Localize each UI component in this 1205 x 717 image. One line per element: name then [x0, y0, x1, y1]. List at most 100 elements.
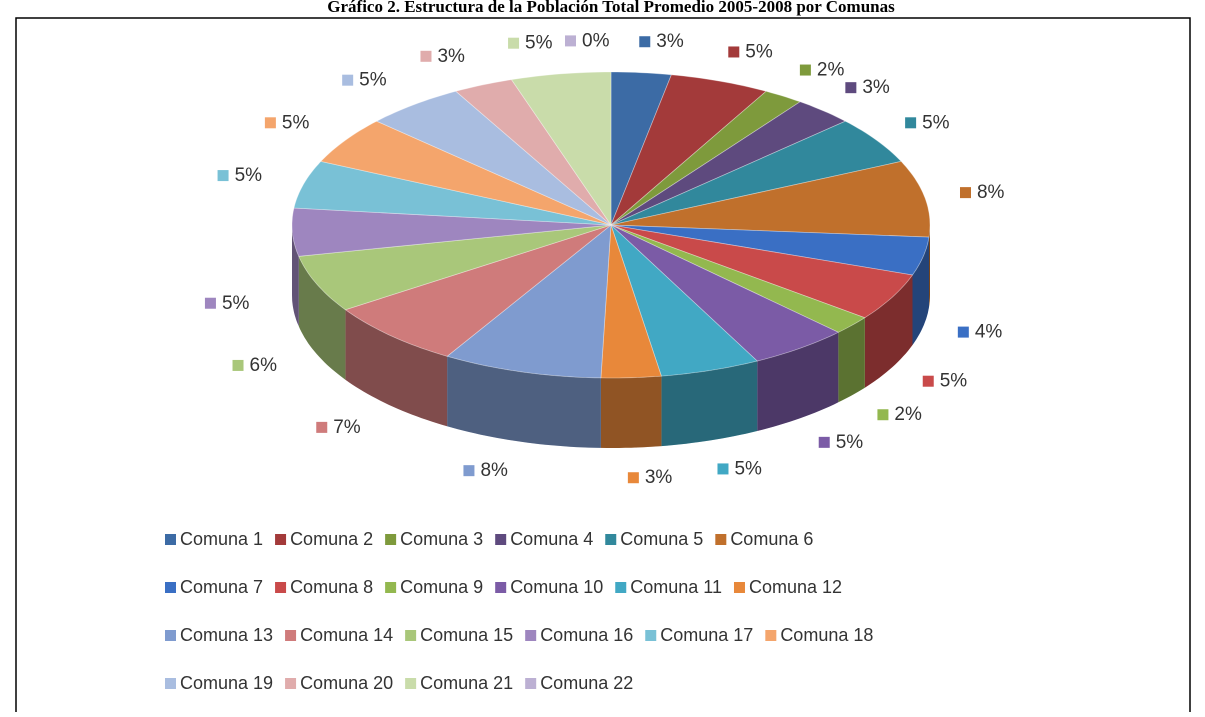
- value-label: 5%: [525, 33, 553, 54]
- legend-label: Comuna 17: [660, 625, 753, 645]
- value-label: 8%: [480, 460, 508, 481]
- slice-side-shade: [661, 361, 758, 447]
- value-label-marker: [818, 436, 830, 448]
- value-label: 5%: [222, 293, 250, 314]
- value-label: 2%: [894, 404, 922, 425]
- legend-label: Comuna 1: [180, 529, 263, 549]
- slice-side: [929, 225, 930, 308]
- legend-marker: [645, 630, 657, 641]
- value-label: 3%: [862, 77, 890, 98]
- value-label: 3%: [437, 46, 465, 67]
- value-label-marker: [905, 117, 917, 129]
- legend-marker: [733, 582, 745, 593]
- value-label: 5%: [282, 112, 310, 133]
- slice-side: [661, 361, 758, 447]
- legend-label: Comuna 6: [730, 529, 813, 549]
- slice-side: [345, 309, 448, 427]
- slice-side: [298, 256, 346, 380]
- slice: [610, 224, 866, 333]
- value-label-marker: [845, 82, 857, 94]
- legend-marker: [165, 630, 176, 641]
- value-label-marker: [627, 472, 639, 484]
- value-label-marker: [565, 35, 576, 47]
- slice-side: [838, 317, 865, 403]
- slice: [610, 224, 914, 319]
- legend-marker: [765, 630, 777, 641]
- value-label: 5%: [359, 70, 387, 91]
- slice-side-shade: [292, 225, 299, 327]
- legend-label: Comuna 12: [749, 577, 842, 597]
- legend-marker: [605, 534, 617, 545]
- value-label: 4%: [975, 322, 1003, 343]
- value-label: 6%: [250, 355, 278, 376]
- legend-label: Comuna 5: [620, 529, 703, 549]
- legend-label: Comuna 18: [780, 625, 873, 645]
- slice-side-shade: [864, 275, 913, 388]
- value-label: 0%: [582, 30, 610, 51]
- value-label-marker: [264, 117, 276, 129]
- value-label-marker: [957, 326, 969, 338]
- legend-marker: [525, 678, 537, 689]
- slice: [293, 160, 612, 226]
- value-label-marker: [342, 74, 354, 86]
- pie-sides: [292, 225, 930, 448]
- legend-label: Comuna 10: [510, 577, 603, 597]
- slice-side-shade: [447, 356, 601, 448]
- slice: [320, 120, 612, 226]
- legend-marker: [495, 534, 507, 545]
- legend-marker: [525, 630, 537, 641]
- value-label-marker: [232, 359, 244, 371]
- legend-label: Comuna 14: [300, 625, 393, 645]
- value-label-marker: [959, 187, 971, 199]
- slice-side-shade: [757, 332, 839, 431]
- slice: [610, 101, 847, 226]
- legend-label: Comuna 9: [400, 577, 483, 597]
- value-label-marker: [316, 421, 328, 433]
- value-label-marker: [799, 64, 811, 76]
- legend-label: Comuna 8: [290, 577, 373, 597]
- legend-marker: [275, 582, 287, 593]
- legend-label: Comuna 20: [300, 673, 393, 693]
- slice: [610, 74, 767, 226]
- legend-marker: [385, 582, 397, 593]
- legend-marker: [165, 678, 176, 689]
- pie-tops: [291, 71, 931, 379]
- legend-marker: [615, 582, 627, 593]
- value-label: 3%: [645, 467, 673, 488]
- slice-side: [447, 356, 601, 448]
- value-label: 5%: [922, 112, 950, 133]
- slice-side: [600, 376, 662, 448]
- legend-label: Comuna 19: [180, 673, 273, 693]
- value-label: 5%: [836, 432, 864, 453]
- slice: [510, 71, 612, 227]
- legend-marker: [285, 678, 297, 689]
- chart-title: Gráfico 2. Estructura de la Población To…: [327, 0, 895, 16]
- value-label: 3%: [656, 31, 684, 52]
- value-label: 5%: [940, 371, 968, 392]
- value-label: 5%: [235, 165, 263, 186]
- legend-marker: [385, 534, 397, 545]
- slice: [455, 79, 612, 226]
- slice: [298, 224, 612, 311]
- value-label-marker: [420, 50, 432, 62]
- slice: [375, 90, 612, 226]
- slice: [610, 224, 840, 362]
- legend-marker: [715, 534, 727, 545]
- legend-marker: [405, 678, 417, 689]
- legend-marker: [495, 582, 507, 593]
- slice-side-shade: [929, 225, 930, 308]
- slice: [600, 224, 662, 379]
- value-label: 5%: [734, 458, 762, 479]
- slice-side-shade: [298, 256, 346, 380]
- value-label-marker: [217, 170, 229, 182]
- slice: [610, 224, 930, 276]
- slice: [446, 224, 612, 379]
- slice: [610, 120, 902, 226]
- legend-marker: [275, 534, 287, 545]
- slice-side: [912, 237, 929, 345]
- legend-marker: [405, 630, 417, 641]
- slice-side-shade: [345, 309, 448, 427]
- legend-label: Comuna 13: [180, 625, 273, 645]
